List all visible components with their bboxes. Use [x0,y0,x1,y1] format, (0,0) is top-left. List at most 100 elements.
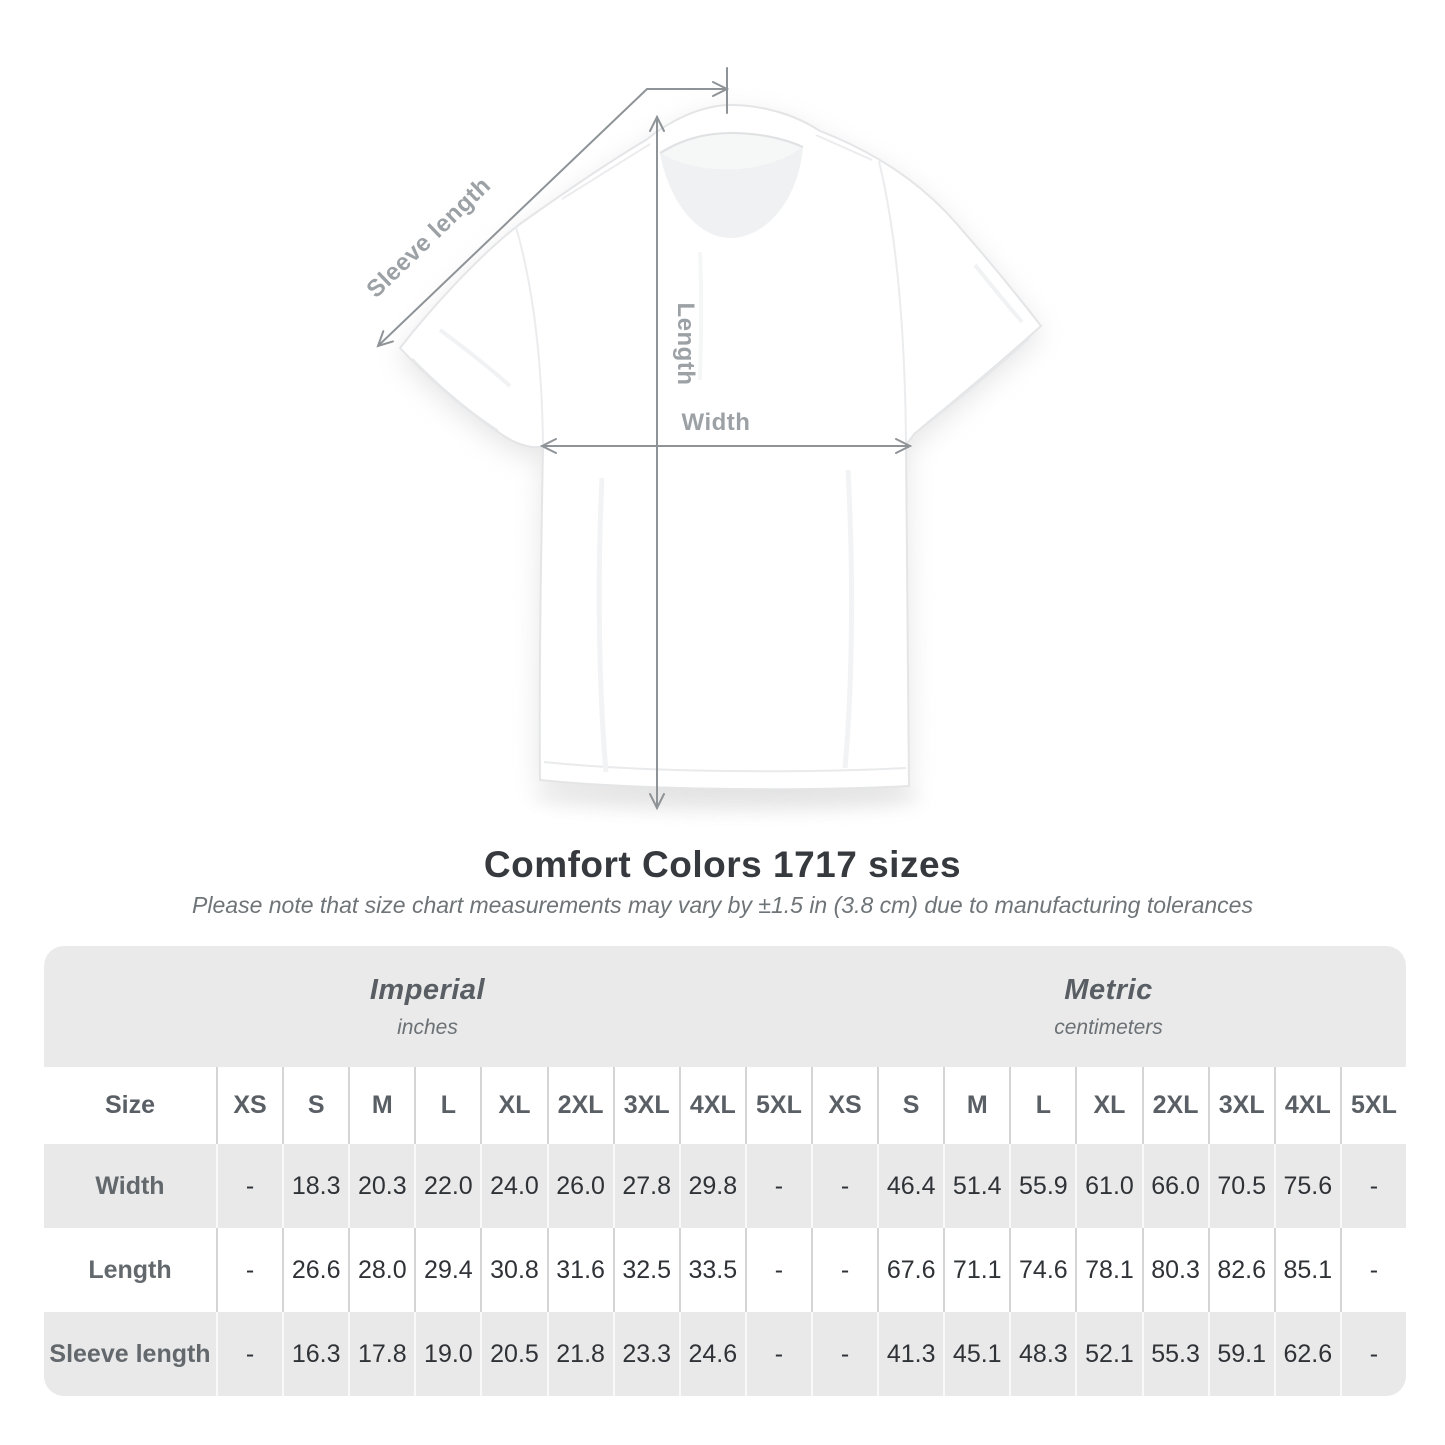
left-shoulder-seam [561,143,651,200]
value-cell: 33.5 [678,1228,745,1312]
value-cell: 46.4 [877,1144,944,1228]
value-cell: 48.3 [1009,1312,1076,1396]
size-col-header: 4XL [1273,1067,1340,1144]
bottom-hem-stitch [543,761,907,773]
size-col-header: 5XL [744,1067,811,1144]
size-chart-table-container: Imperial inches Metric centimeters Size … [44,946,1406,1396]
value-cell: 55.9 [1009,1144,1076,1228]
value-cell: 75.6 [1273,1144,1340,1228]
size-col-header: 5XL [1339,1067,1406,1144]
value-cell: - [216,1144,283,1228]
value-cell: 55.3 [1141,1312,1208,1396]
fabric-crease [842,469,855,769]
value-cell: 52.1 [1075,1312,1142,1396]
imperial-label: Imperial [369,973,486,1006]
size-col-header: S [877,1067,944,1144]
left-armhole-seam [515,226,544,445]
value-cell: 22.0 [414,1144,481,1228]
imperial-header-cell: Imperial inches [44,946,811,1067]
value-cell: - [810,1228,878,1312]
value-cell: 20.5 [480,1312,547,1396]
arrow-right-icon [895,438,913,454]
width-label: Width [682,409,751,436]
value-cell: 80.3 [1141,1228,1208,1312]
value-cell: 32.5 [612,1228,679,1312]
arrow-left-icon [539,438,557,454]
t-shirt-photo [399,104,1042,791]
value-cell: - [744,1312,811,1396]
size-col-header: 3XL [612,1067,679,1144]
metric-unit: centimeters [1054,1015,1163,1039]
right-shoulder-seam [815,134,873,161]
value-cell: 29.4 [414,1228,481,1312]
value-cell: 23.3 [612,1312,679,1396]
page-title: Comfort Colors 1717 sizes [483,844,962,885]
measurement-row: Length -26.6 28.0 29.4 30.8 31.6 32.5 33.5- -67.… [44,1228,1406,1312]
value-cell: 26.6 [282,1228,349,1312]
value-cell: 20.3 [348,1144,415,1228]
value-cell: 29.8 [678,1144,745,1228]
metric-label: Metric [1064,973,1153,1006]
value-cell: - [1339,1312,1406,1396]
size-col-header: L [1009,1067,1076,1144]
length-label: Length [672,303,699,386]
size-col-header: XS [810,1067,878,1144]
value-cell: - [810,1144,878,1228]
size-col-header: 4XL [678,1067,745,1144]
value-cell: - [810,1312,878,1396]
value-cell: 70.5 [1207,1144,1274,1228]
value-cell: 66.0 [1141,1144,1208,1228]
value-cell: 19.0 [414,1312,481,1396]
fabric-crease [973,263,1024,324]
arrow-down-icon [649,793,665,811]
value-cell: 26.0 [546,1144,613,1228]
value-cell: 24.6 [678,1312,745,1396]
imperial-unit: inches [397,1015,458,1039]
size-col-header: M [348,1067,415,1144]
arrow-up-icon [649,114,665,132]
size-header-row: Size XS S M L XL 2XL 3XL 4XL 5XL XS S M L XL 2XL 3XL 4XL… [44,1067,1406,1144]
fabric-crease [438,328,512,388]
value-cell: 31.6 [546,1228,613,1312]
value-cell: 78.1 [1075,1228,1142,1312]
value-cell: - [216,1228,283,1312]
value-cell: 41.3 [877,1312,944,1396]
value-cell: 85.1 [1273,1228,1340,1312]
value-cell: 24.0 [480,1144,547,1228]
page-subtitle: Please note that size chart measurements… [192,892,1253,918]
row-label: Length [44,1228,216,1312]
value-cell: - [1339,1144,1406,1228]
tshirt-measurement-diagram: Sleeve length Length Width [361,67,1042,812]
right-cuff-hem [925,337,1030,425]
collar-inner-seam [659,131,804,154]
value-cell: - [744,1144,811,1228]
value-cell: 21.8 [546,1312,613,1396]
shirt-body [399,104,1042,791]
value-cell: 45.1 [943,1312,1010,1396]
value-cell: 27.8 [612,1144,679,1228]
sleeve-measure-line [377,88,728,347]
row-label: Sleeve length [44,1312,216,1396]
size-col-header: XS [216,1067,283,1144]
measurement-row: Sleeve length - 16.3 17.8 19.0 20.5 21.8 23.3 24… [44,1312,1406,1396]
value-cell: 51.4 [943,1144,1010,1228]
row-label: Width [44,1144,216,1228]
inner-back-collar [662,134,801,170]
value-cell: 16.3 [282,1312,349,1396]
value-cell: 62.6 [1273,1312,1340,1396]
size-col-header: S [282,1067,349,1144]
size-chart-table: Imperial inches Metric centimeters Size … [44,946,1406,1396]
size-col-header: 3XL [1207,1067,1274,1144]
value-cell: 18.3 [282,1144,349,1228]
fabric-crease [596,477,609,773]
metric-header-cell: Metric centimeters [810,946,1406,1067]
value-cell: - [744,1228,811,1312]
value-cell: 71.1 [943,1228,1010,1312]
size-col-header: 2XL [1141,1067,1208,1144]
size-col-header: XL [1075,1067,1142,1144]
value-cell: 17.8 [348,1312,415,1396]
value-cell: 74.6 [1009,1228,1076,1312]
arrow-diagonal-icon [376,330,394,348]
unit-header-row: Imperial inches Metric centimeters [44,946,1406,1067]
left-cuff-hem [411,358,499,433]
